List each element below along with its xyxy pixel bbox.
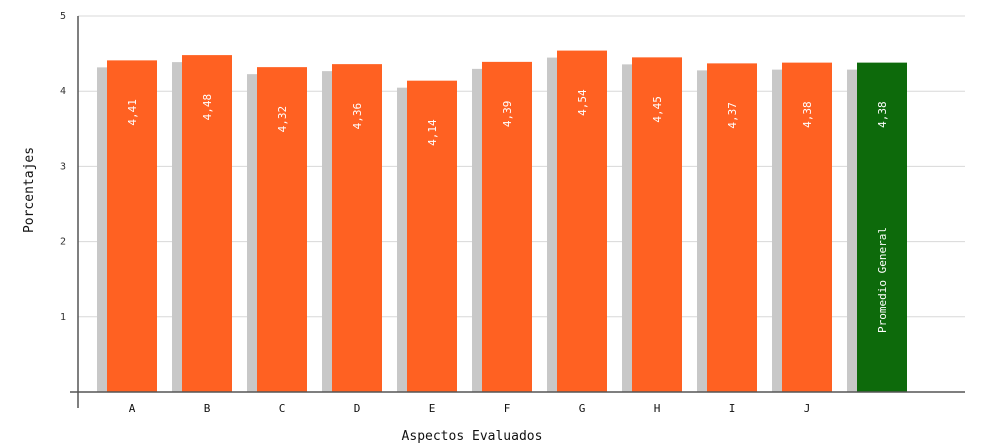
x-tick-label: G <box>579 402 586 415</box>
x-tick-label: E <box>429 402 436 415</box>
x-tick-label: A <box>129 402 136 415</box>
y-tick-label: 4 <box>60 86 66 97</box>
bar <box>782 62 832 393</box>
y-tick-label: 3 <box>60 161 66 172</box>
y-tick-labels: 1 2 3 4 5 <box>60 11 66 323</box>
y-axis-title: Porcentajes <box>22 147 37 233</box>
bar-value-label: 4,39 <box>501 101 514 128</box>
bar-value-label: 4,37 <box>726 102 739 129</box>
bar-value-label: 4,54 <box>576 89 589 116</box>
bar <box>557 50 607 392</box>
bar <box>332 64 382 393</box>
bars: 4,41 4,48 4,32 4,36 4,14 4,39 4,54 4,45 4,37 4,38… <box>97 50 907 393</box>
bar <box>182 55 232 392</box>
bar-value-label: 4,32 <box>276 106 289 133</box>
bar <box>632 57 682 393</box>
x-tick-label: B <box>204 402 211 415</box>
axes <box>70 16 965 408</box>
bar-value-label: 4,41 <box>126 99 139 126</box>
y-tick-label: 5 <box>60 11 66 22</box>
bar-value-label: 4,48 <box>201 94 214 121</box>
bar <box>107 60 157 392</box>
x-tick-labels: A B C D E F G H I J <box>129 402 811 415</box>
y-tick-label: 2 <box>60 237 66 248</box>
bar-value-label: 4,38 <box>801 101 814 128</box>
x-tick-label: H <box>654 402 661 415</box>
bar-value-label: 4,38 <box>876 101 889 128</box>
summary-bar <box>857 62 907 393</box>
x-tick-label: I <box>729 402 736 415</box>
y-tick-label: 1 <box>60 312 66 323</box>
bar-value-label: 4,14 <box>426 119 439 146</box>
bar-value-label: 4,36 <box>351 103 364 129</box>
bar <box>257 67 307 393</box>
bar <box>707 63 757 392</box>
bar <box>482 61 532 392</box>
x-axis-title: Aspectos Evaluados <box>402 429 543 444</box>
x-tick-label: C <box>279 402 286 415</box>
bar <box>407 80 457 392</box>
summary-bar-label: Promedio General <box>876 227 889 333</box>
x-tick-label: D <box>354 402 361 415</box>
bar-value-label: 4,45 <box>651 96 664 123</box>
x-tick-label: F <box>504 402 511 415</box>
x-tick-label: J <box>804 402 811 415</box>
